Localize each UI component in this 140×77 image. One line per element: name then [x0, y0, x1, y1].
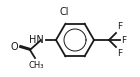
Text: F: F: [117, 22, 122, 31]
Text: O: O: [10, 42, 18, 52]
Text: F: F: [121, 35, 126, 45]
Text: HN: HN: [29, 35, 44, 45]
Text: CH₃: CH₃: [28, 61, 44, 70]
Text: F: F: [117, 49, 122, 58]
Text: Cl: Cl: [60, 7, 69, 17]
